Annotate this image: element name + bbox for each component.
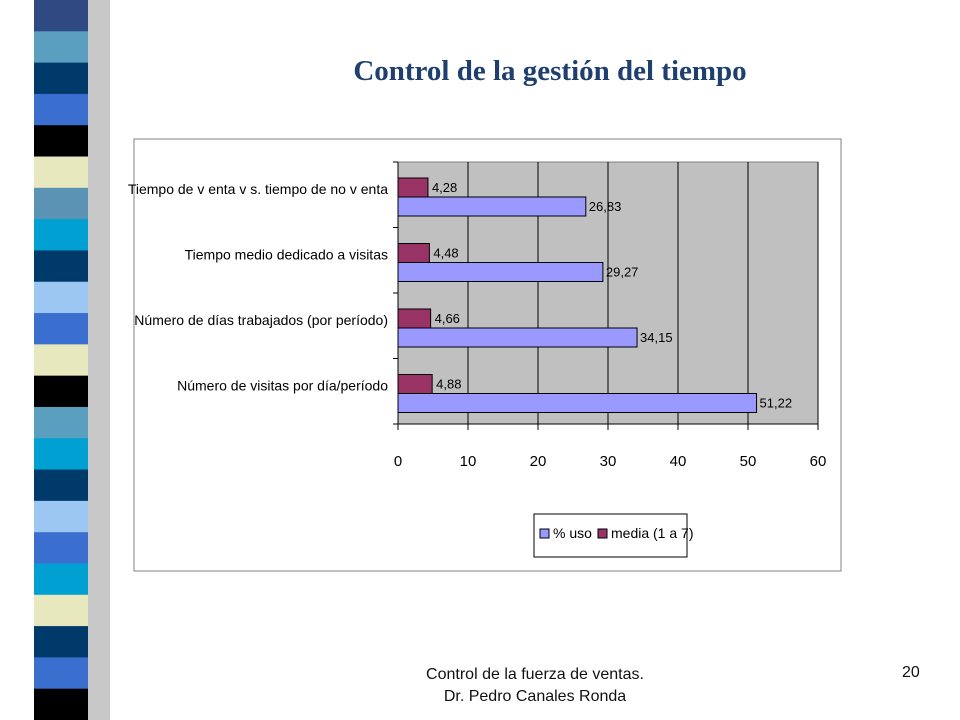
band-block [34,250,88,283]
band-shadow [88,0,110,720]
band-block [34,31,88,64]
x-tick-label: 20 [530,453,547,470]
bar-value-label: 29,27 [606,265,639,280]
band-block [34,0,88,32]
bar-media [397,374,433,394]
bar-uso [397,393,758,413]
slide-number: 20 [902,664,920,681]
band-block [34,281,88,314]
band-block [34,532,88,564]
band-block [34,626,88,658]
x-tick-label: 30 [600,453,617,470]
legend-swatch-uso [539,528,550,539]
x-tick-label: 60 [810,453,827,470]
category-label: Tiempo medio dedicado a visitas [185,246,388,262]
band-block [34,438,88,471]
band-block [34,688,88,720]
band-block [34,500,88,533]
bar-value-label: 4,48 [433,246,458,261]
footer-line-1: Control de la fuerza de ventas. [426,666,644,683]
x-tick-label: 0 [394,453,402,470]
band-block [34,563,88,596]
decorative-band [34,0,110,720]
category-label: Número de visitas por día/período [177,377,388,393]
legend-label-uso: % uso [553,525,592,541]
bar-value-label: 26,83 [589,199,622,214]
bar-value-label: 4,66 [435,311,460,326]
legend-label-media: media (1 a 7) [611,525,693,541]
bar-uso [397,327,638,348]
band-block [34,62,88,95]
x-tick-label: 40 [670,453,687,470]
x-tick-label: 10 [460,453,477,470]
legend-swatch-media [597,528,608,539]
band-block [34,93,88,126]
band-block [34,187,88,220]
bar-value-label: 4,28 [432,180,457,195]
legend [533,513,688,558]
band-block [34,657,88,690]
bar-value-label: 34,15 [640,330,673,345]
band-block [34,406,88,439]
band-block [34,219,88,251]
bar-media [397,308,432,329]
band-block [34,469,88,502]
band-block [34,156,88,189]
bar-value-label: 4,88 [436,377,461,392]
category-label: Tiempo de v enta v s. tiempo de no v ent… [128,181,388,197]
bar-uso [397,196,587,217]
band-block [34,313,88,345]
slide-title: Control de la gestión del tiempo [353,55,747,87]
band-block [34,375,88,408]
bar-media [397,177,429,198]
bar-value-label: 51,22 [760,396,793,411]
footer-line-2: Dr. Pedro Canales Ronda [443,688,627,705]
band-block [34,344,88,377]
footer-text: Control de la fuerza de ventas. Dr. Pedr… [340,664,730,708]
band-block [34,594,88,627]
bar-media [397,243,430,263]
x-tick-label: 50 [740,453,757,470]
band-block [34,125,88,158]
bar-uso [397,262,604,282]
category-label: Número de días trabajados (por período) [134,312,388,328]
